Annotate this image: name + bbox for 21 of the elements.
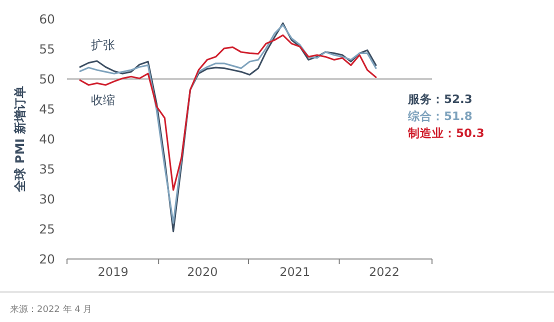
y-tick-label: 40 — [39, 132, 56, 146]
line-series — [79, 34, 377, 191]
x-tick-label: 2020 — [187, 265, 218, 279]
text: 综合：51.8 — [407, 109, 472, 123]
x-tick-label: 2022 — [368, 265, 400, 279]
y-tick-label: 45 — [39, 102, 55, 116]
y-tick-label: 60 — [39, 12, 56, 26]
x-tick-label: 2019 — [98, 265, 128, 279]
y-tick-label: 50 — [39, 72, 56, 86]
x-tick-label: 2021 — [280, 265, 310, 279]
text: 服务：52.3 — [407, 92, 472, 106]
y-tick-label: 35 — [39, 162, 55, 176]
y-tick-label: 30 — [39, 192, 56, 206]
y-tick-label: 55 — [39, 42, 55, 56]
y-axis-title: 全球 PMI 新增订单 — [13, 86, 27, 193]
y-tick-label: 25 — [39, 222, 55, 236]
annotation: 扩张 — [91, 38, 115, 52]
y-tick-label: 20 — [39, 252, 56, 266]
annotation: 收缩 — [91, 93, 115, 107]
text: 制造业：50.3 — [407, 126, 484, 140]
source-note: 来源：2022 年 4 月 — [10, 304, 92, 315]
